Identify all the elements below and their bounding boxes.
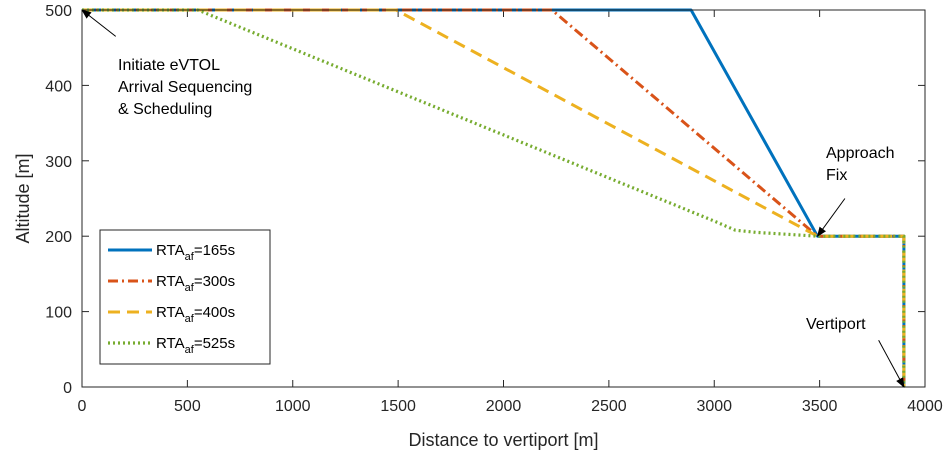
- annotation-text: Vertiport: [806, 316, 866, 333]
- annotation-text: Initiate eVTOL: [118, 57, 220, 74]
- annotation-arrow: [816, 198, 846, 238]
- x-tick-label: 500: [174, 398, 201, 415]
- legend-label: RTAaf=165s: [156, 242, 235, 263]
- x-tick-label: 2000: [486, 398, 522, 415]
- y-axis-label: Altitude [m]: [13, 153, 33, 243]
- y-tick-label: 500: [45, 3, 72, 20]
- series-line-525s: [82, 8, 906, 387]
- legend-label: RTAaf=525s: [156, 335, 235, 356]
- y-tick-label: 400: [45, 78, 72, 95]
- y-tick-label: 300: [45, 154, 72, 171]
- x-tick-label: 3500: [802, 398, 838, 415]
- y-tick-label: 0: [63, 380, 72, 397]
- annotation-arrow: [81, 9, 117, 37]
- x-axis-label: Distance to vertiport [m]: [408, 430, 598, 450]
- x-tick-label: 0: [78, 398, 87, 415]
- annotation-text: Fix: [826, 167, 847, 184]
- legend-label: RTAaf=300s: [156, 273, 235, 294]
- annotation-text: Arrival Sequencing: [118, 79, 252, 96]
- x-tick-label: 3000: [696, 398, 732, 415]
- x-tick-label: 1000: [275, 398, 311, 415]
- x-tick-label: 1500: [380, 398, 416, 415]
- ticks-layer: 0 500 1000 1500 2000 2500 3000 3500 4000 0 100 200 3…: [45, 3, 943, 415]
- annotation-arrow: [878, 340, 905, 388]
- annotation-text: Approach: [826, 145, 895, 162]
- legend: RTAaf=165s RTAaf=300s RTAaf=400s RTAaf=525s: [99, 229, 271, 365]
- y-tick-label: 200: [45, 229, 72, 246]
- annotation-text: & Scheduling: [118, 101, 212, 118]
- legend-label: RTAaf=400s: [156, 304, 235, 325]
- y-tick-label: 100: [45, 305, 72, 322]
- plot-frame: [81, 9, 926, 388]
- annotations-layer: Initiate eVTOL Arrival Sequencing & Schedu…: [81, 9, 905, 388]
- x-tick-label: 4000: [907, 398, 943, 415]
- x-tick-label: 2500: [591, 398, 627, 415]
